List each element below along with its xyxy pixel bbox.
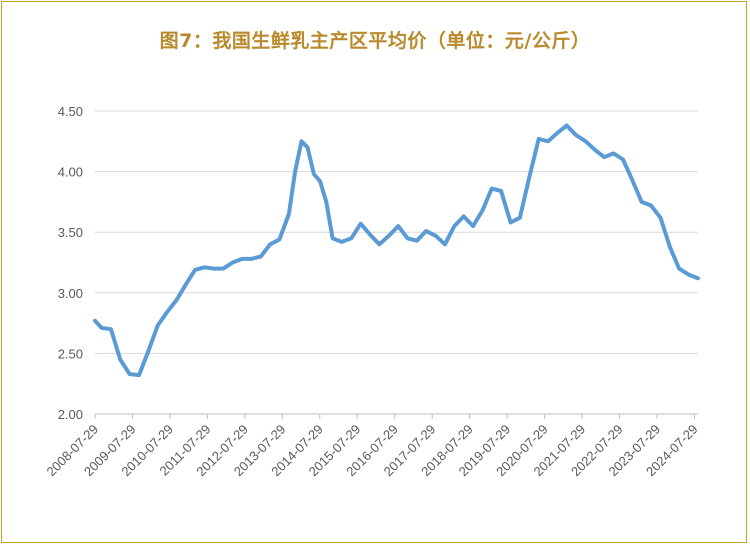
y-tick-label: 2.50 [58, 346, 83, 361]
grid-lines [95, 110, 698, 354]
y-tick-label: 3.00 [58, 286, 83, 301]
x-axis-ticks: 2008-07-292009-07-292010-07-292011-07-29… [43, 414, 701, 479]
y-tick-label: 4.50 [58, 104, 83, 119]
y-axis-ticks: 2.00 2.50 3.00 3.50 4.00 4.50 [58, 104, 83, 422]
y-tick-label: 2.00 [58, 407, 83, 422]
y-tick-label: 3.50 [58, 225, 83, 240]
chart-title: 图7：我国生鲜乳主产区平均价（单位：元/公斤） [159, 30, 591, 52]
series-line [93, 123, 700, 378]
y-tick-label: 4.00 [58, 165, 83, 180]
